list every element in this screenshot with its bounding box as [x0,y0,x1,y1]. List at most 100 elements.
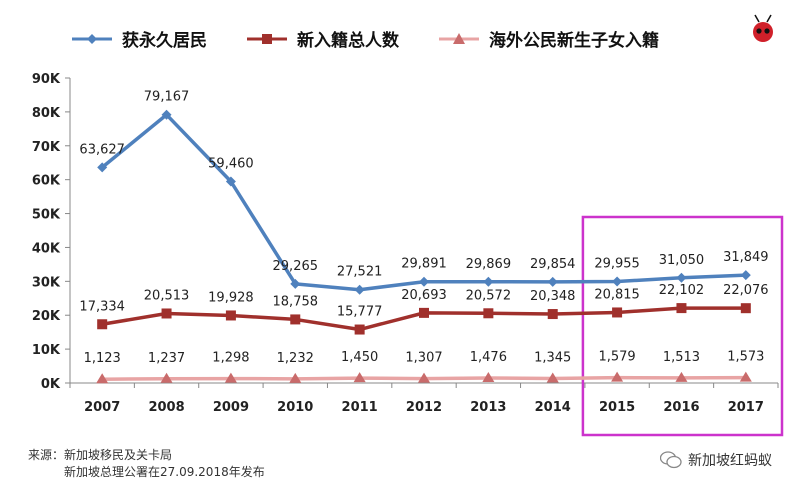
legend-item-overseas-born-children: 海外公民新生子女入籍 [437,26,659,51]
data-point-square [290,314,301,325]
data-label: 1,123 [84,351,121,366]
data-point-diamond [419,276,429,287]
data-label: 17,334 [79,299,125,314]
brand-name: 新加坡红蚂蚁 [688,453,772,469]
data-point-square [419,307,429,318]
data-point-diamond [740,270,751,281]
data-label: 29,891 [401,257,447,272]
data-label: 1,476 [470,350,507,365]
legend-marker-diamond-icon [72,33,112,44]
data-point-square [354,324,365,335]
legend-label-permanent-residents: 获永久居民 [122,31,207,51]
y-tick-label: 40K [32,241,61,256]
data-label: 1,573 [727,350,764,365]
data-label: 1,237 [148,351,185,366]
y-tick-label: 30K [32,275,61,290]
y-tick-label: 90K [32,72,61,87]
data-label: 1,579 [598,350,635,365]
data-point-diamond [547,276,558,287]
data-label: 29,265 [273,259,319,274]
data-point-square [161,308,172,319]
data-point-diamond [161,109,172,120]
data-point-triangle [224,372,237,383]
data-point-square [483,308,494,319]
data-point-triangle [675,371,688,382]
data-label: 22,102 [659,283,705,298]
legend-item-new-citizens: 新入籍总人数 [245,26,399,51]
data-point-square [97,319,108,330]
data-label: 20,348 [530,289,576,304]
x-tick-label: 2017 [728,400,764,415]
legend-item-permanent-residents: 获永久居民 [70,26,207,51]
data-label: 1,307 [405,351,442,366]
x-tick-label: 2016 [663,400,699,415]
data-point-diamond [290,278,301,289]
legend-label-overseas-born-children: 海外公民新生子女入籍 [489,31,659,51]
data-label: 1,232 [277,351,314,366]
data-point-diamond [354,284,365,295]
brand-watermark: 新加坡红蚂蚁 [660,450,772,470]
source-line-1: 来源：新加坡移民及关卡局 [28,448,173,462]
legend-marker-square-icon [247,33,287,44]
data-label: 27,521 [337,265,383,280]
data-label: 22,076 [723,283,769,298]
data-point-square [225,310,236,321]
y-tick-label: 70K [32,140,61,155]
highlight-box [581,215,784,437]
data-label: 1,513 [663,350,700,365]
data-point-triangle [418,372,430,383]
data-label: 29,955 [594,256,640,271]
data-point-triangle [160,372,173,383]
data-point-diamond [483,276,494,287]
data-label: 29,854 [530,257,576,272]
y-tick-label: 10K [32,343,61,358]
data-point-triangle [96,373,109,384]
data-label: 79,167 [144,90,190,105]
source-note: 来源：新加坡移民及关卡局 新加坡总理公署在27.09.2018年发布 [28,447,265,481]
legend-label-new-citizens: 新入籍总人数 [297,31,399,51]
data-label: 63,627 [79,142,125,157]
x-tick-label: 2013 [470,400,506,415]
x-tick-label: 2009 [213,400,249,415]
y-tick-label: 60K [32,174,61,189]
data-point-diamond [97,162,108,173]
x-tick-label: 2008 [148,400,184,415]
x-tick-label: 2012 [406,400,442,415]
x-tick-label: 2011 [342,400,378,415]
data-label: 19,928 [208,290,254,305]
data-label: 18,758 [273,294,319,309]
x-tick-label: 2014 [535,400,571,415]
data-label: 20,815 [594,287,640,302]
x-tick-label: 2015 [599,400,635,415]
data-label: 29,869 [466,257,512,272]
data-point-triangle [289,372,302,383]
y-tick-label: 20K [32,309,61,324]
data-label: 15,777 [337,305,383,320]
data-point-square [740,303,751,314]
data-label: 31,050 [659,253,705,268]
x-tick-label: 2007 [84,400,120,415]
data-label: 20,513 [144,288,190,303]
data-point-square [612,307,623,318]
y-tick-label: 50K [32,208,61,223]
y-tick-label: 80K [32,106,61,121]
data-point-diamond [676,272,687,283]
data-point-diamond [612,276,623,287]
y-tick-label: 0K [41,377,61,392]
source-line-2: 新加坡总理公署在27.09.2018年发布 [64,465,265,479]
data-point-triangle [611,371,624,382]
data-label: 31,849 [723,250,769,265]
data-point-triangle [546,372,559,383]
legend-marker-triangle-icon [439,32,479,44]
data-label: 1,345 [534,350,571,365]
data-label: 1,450 [341,350,378,365]
data-point-triangle [482,371,495,382]
x-tick-label: 2010 [277,400,313,415]
data-point-triangle [353,372,366,383]
data-label: 20,572 [466,288,512,303]
chart-legend: 获永久居民 新入籍总人数 海外公民新生子女入籍 [70,26,697,51]
data-label: 1,298 [212,351,249,366]
data-point-triangle [739,371,752,382]
data-label: 59,460 [208,156,254,171]
